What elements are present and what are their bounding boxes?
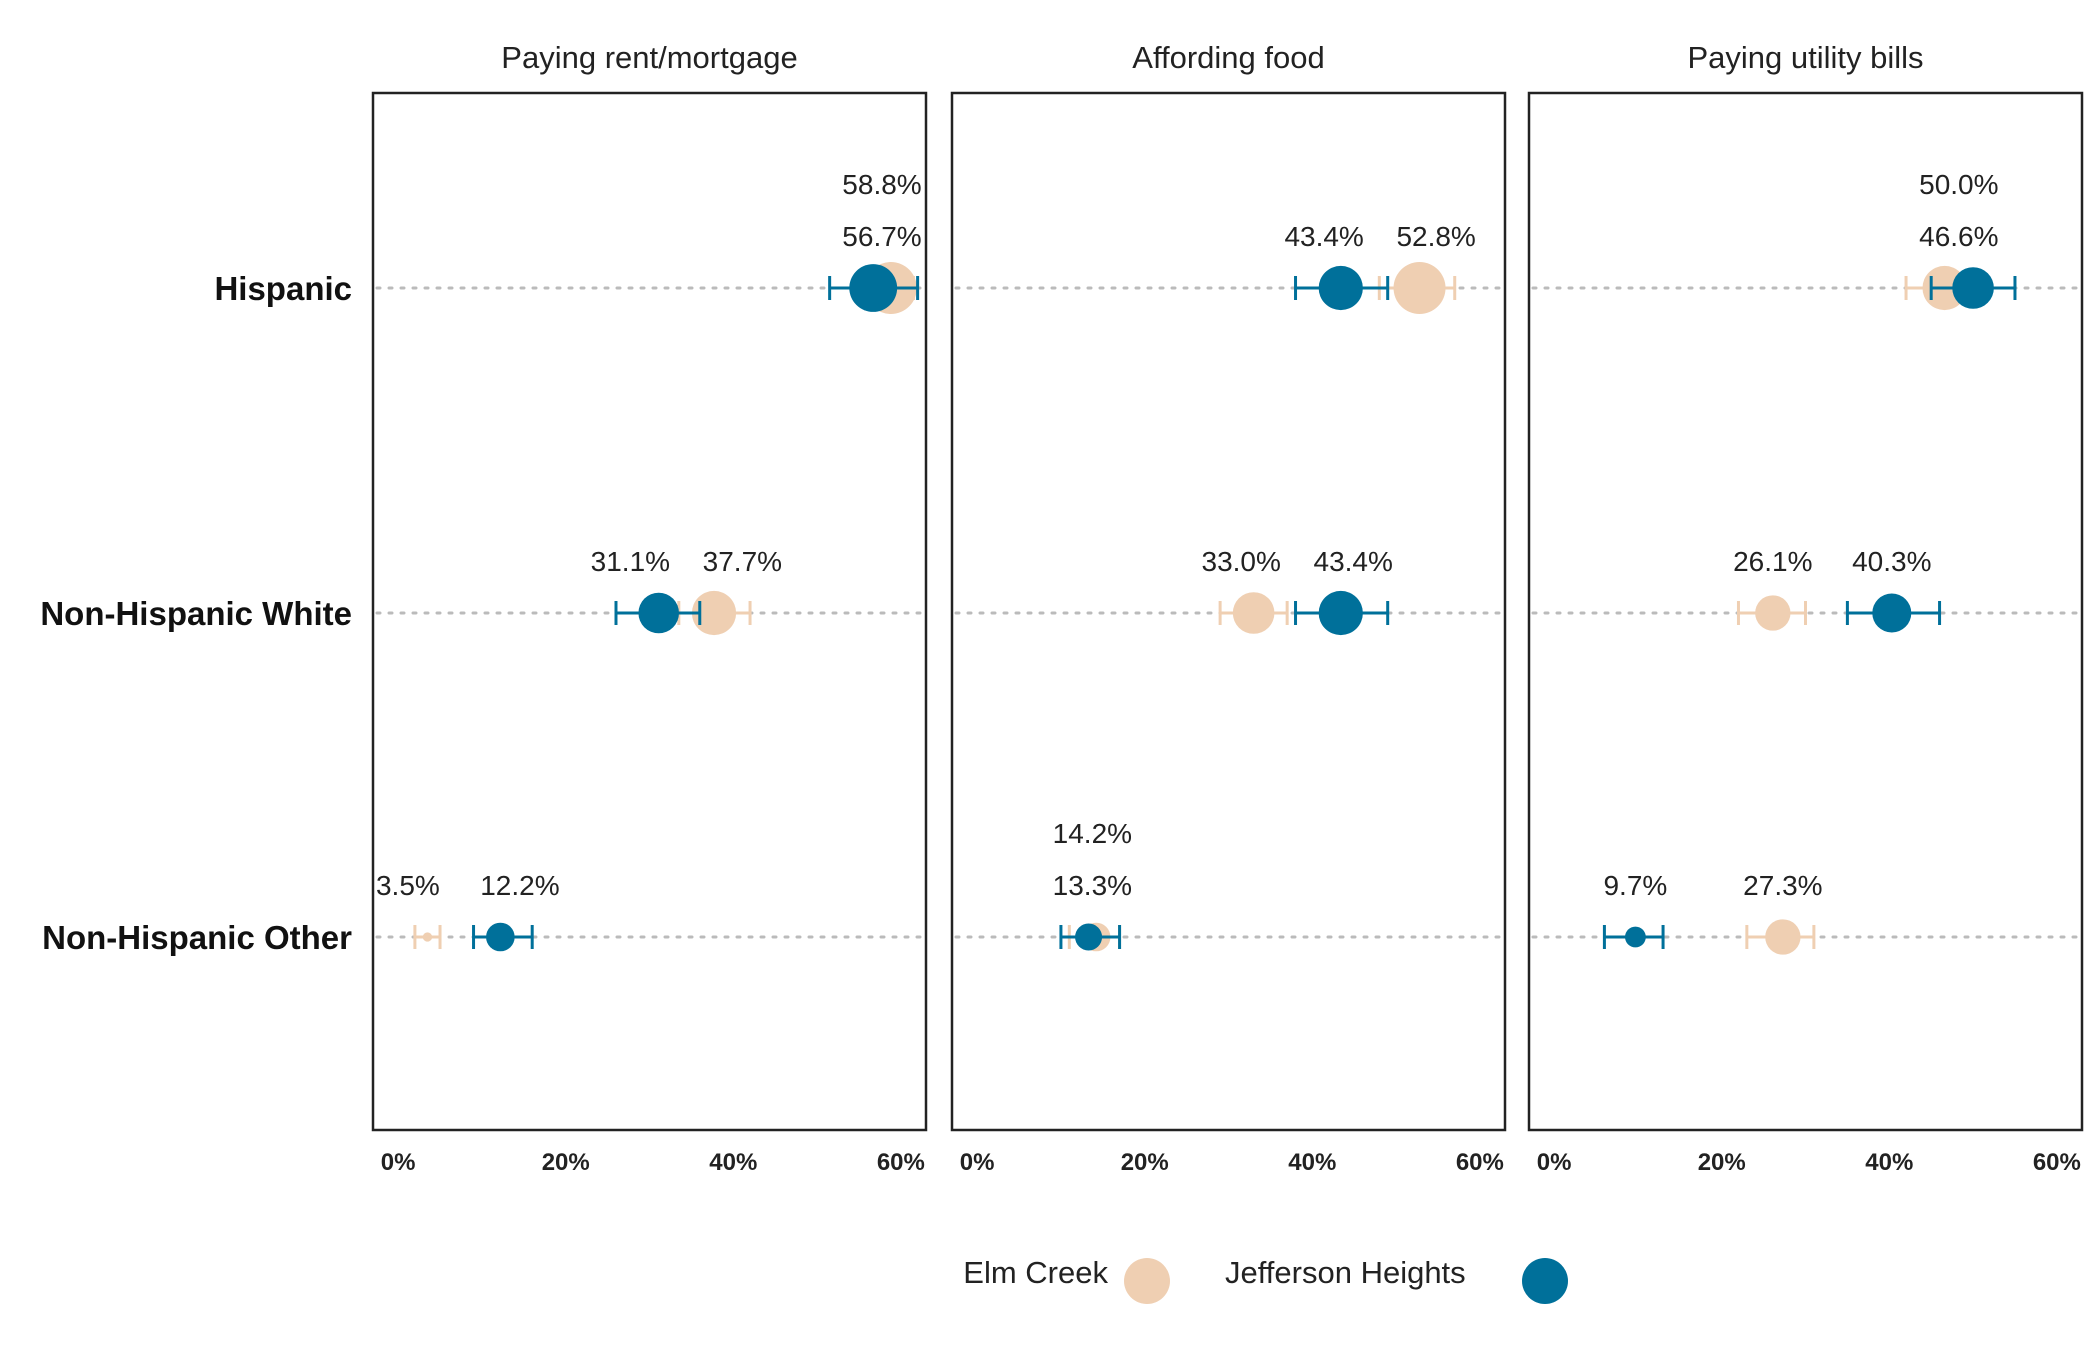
- x-tick-label: 60%: [2033, 1149, 2081, 1176]
- x-tick-label: 20%: [1698, 1149, 1746, 1176]
- legend: Elm Creek Jefferson Heights: [963, 1255, 1568, 1304]
- dot-elm-creek-non-hispanic-white: [691, 590, 737, 636]
- x-tick-label: 20%: [542, 1149, 590, 1176]
- data-label: 52.8%: [1396, 221, 1475, 252]
- data-label: 37.7%: [703, 546, 782, 577]
- data-label: 9.7%: [1603, 870, 1667, 901]
- data-label: 13.3%: [1053, 870, 1132, 901]
- x-tick-label: 20%: [1121, 1149, 1169, 1176]
- x-tick-label: 40%: [709, 1149, 757, 1176]
- dot-elm-creek-non-hispanic-white: [1755, 595, 1791, 631]
- data-label: 3.5%: [376, 870, 440, 901]
- x-tick-label: 40%: [1288, 1149, 1336, 1176]
- x-tick-label: 0%: [381, 1149, 416, 1176]
- data-label: 43.4%: [1314, 546, 1393, 577]
- dot-elm-creek-non-hispanic-other: [422, 932, 433, 942]
- category-label-non-hispanic-other: Non-Hispanic Other: [42, 919, 352, 956]
- x-tick-label: 0%: [960, 1149, 995, 1176]
- dot-elm-creek-non-hispanic-white: [1232, 592, 1275, 634]
- category-label-non-hispanic-white: Non-Hispanic White: [40, 595, 352, 632]
- dot-jefferson-heights-non-hispanic-white: [638, 592, 679, 634]
- dot-jefferson-heights-hispanic: [1318, 265, 1363, 311]
- dot-jefferson-heights-non-hispanic-other: [1075, 923, 1103, 951]
- data-label: 33.0%: [1202, 546, 1281, 577]
- facet-affording-food: Affording food 0% 20% 40% 60% 43.4% 52.8% 33.0%…: [950, 40, 1507, 1176]
- dot-jefferson-heights-non-hispanic-white: [1872, 593, 1912, 633]
- data-label: 58.8%: [842, 169, 921, 200]
- data-label: 31.1%: [591, 546, 670, 577]
- data-label: 56.7%: [842, 221, 921, 252]
- data-label: 26.1%: [1733, 546, 1812, 577]
- x-tick-label: 60%: [877, 1149, 925, 1176]
- data-label: 14.2%: [1053, 818, 1132, 849]
- legend-label-elm-creek: Elm Creek: [963, 1255, 1108, 1290]
- data-label: 43.4%: [1284, 221, 1363, 252]
- legend-dot-jefferson-heights: [1522, 1258, 1568, 1304]
- panel-frame: [950, 91, 1507, 1132]
- facet-paying-rent-mortgage: Paying rent/mortgage 0% 20% 40% 60% 56.7% 58.8…: [371, 40, 928, 1176]
- facets: Paying rent/mortgage 0% 20% 40% 60% 56.7% 58.8…: [371, 40, 2084, 1176]
- facet-title: Paying utility bills: [1687, 40, 1923, 75]
- x-tick-label: 40%: [1865, 1149, 1913, 1176]
- data-label: 27.3%: [1743, 870, 1822, 901]
- data-label: 50.0%: [1919, 169, 1998, 200]
- data-label: 12.2%: [480, 870, 559, 901]
- dot-jefferson-heights-non-hispanic-other: [486, 922, 515, 952]
- dot-elm-creek-non-hispanic-other: [1765, 919, 1801, 955]
- facet-title: Paying rent/mortgage: [501, 40, 797, 75]
- x-tick-label: 60%: [1456, 1149, 1504, 1176]
- data-label: 46.6%: [1919, 221, 1998, 252]
- legend-label-jefferson-heights: Jefferson Heights: [1225, 1255, 1466, 1290]
- category-labels: Hispanic Non-Hispanic White Non-Hispanic O…: [40, 270, 352, 956]
- dot-jefferson-heights-non-hispanic-white: [1318, 590, 1363, 636]
- facet-title: Affording food: [1132, 40, 1324, 75]
- legend-dot-elm-creek: [1124, 1258, 1170, 1304]
- facet-paying-utility-bills: Paying utility bills 0% 20% 40% 60% 46.6% 50.0…: [1527, 40, 2084, 1176]
- panel-frame: [1527, 91, 2084, 1132]
- x-tick-label: 0%: [1537, 1149, 1572, 1176]
- panel-frame: [371, 91, 928, 1132]
- dot-jefferson-heights-hispanic: [1952, 267, 1994, 309]
- dot-elm-creek-hispanic: [1393, 262, 1446, 314]
- dot-jefferson-heights-hispanic: [849, 264, 898, 312]
- data-label: 40.3%: [1852, 546, 1931, 577]
- dot-jefferson-heights-non-hispanic-other: [1625, 926, 1646, 948]
- category-label-hispanic: Hispanic: [214, 270, 352, 307]
